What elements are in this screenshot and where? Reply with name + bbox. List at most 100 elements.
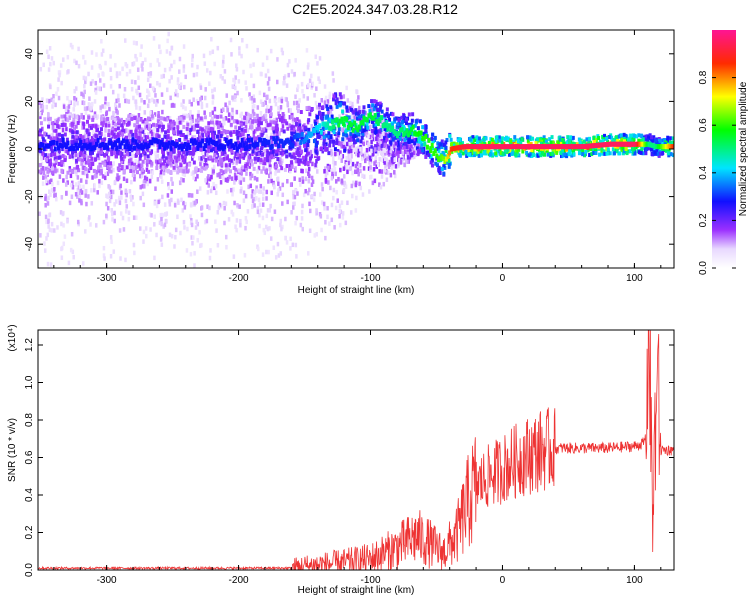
spectrogram-cell	[120, 129, 124, 134]
spectrogram-cell	[266, 208, 270, 213]
spectrogram-cell	[234, 97, 237, 102]
spectrogram-cell	[238, 126, 242, 131]
spectrogram-cell	[316, 61, 319, 66]
spectrogram-cell	[262, 92, 266, 98]
spectrogram-cell	[307, 83, 310, 88]
spectrogram-cell	[302, 128, 306, 133]
spectrogram-cell	[190, 218, 193, 223]
spectrogram-cell	[376, 116, 380, 121]
spectrogram-ridge-cell	[85, 145, 89, 151]
spectrogram-cell	[265, 196, 268, 201]
spectrogram-cell	[142, 202, 146, 208]
spectrogram-cell	[343, 139, 346, 144]
spectrogram-cell	[262, 191, 265, 196]
spectrogram-cell	[183, 158, 187, 163]
spectrogram-cell	[141, 180, 145, 185]
spectrogram-cell	[314, 54, 318, 60]
spectrogram-cell	[657, 151, 661, 156]
spectrogram-cell	[133, 174, 136, 179]
spectrogram-cell	[41, 151, 45, 156]
spectrogram-cell	[313, 93, 316, 98]
spectrogram-cell	[294, 94, 297, 100]
spectrogram-cell	[161, 109, 164, 115]
spectrogram-cell	[616, 139, 620, 144]
spectrogram-cell	[105, 193, 108, 199]
spectrogram-cell	[125, 71, 129, 77]
spectrogram-cell	[366, 152, 369, 157]
spectrogram-cell	[186, 122, 190, 127]
spectrogram-cell	[153, 255, 156, 261]
spectrogram-cell	[99, 108, 103, 113]
spectrogram-cell	[392, 159, 395, 165]
spectrogram-cell	[534, 141, 538, 146]
spectrogram-cell	[509, 139, 513, 144]
spectrogram-cell	[132, 215, 136, 220]
spectrogram-cell	[67, 104, 71, 109]
spectrogram-cell	[156, 127, 160, 132]
spectrogram-cell	[377, 107, 381, 112]
spectrogram-cell	[264, 100, 267, 105]
spectrogram-cell	[320, 144, 324, 149]
spectrogram-cell	[100, 117, 104, 122]
spectrogram-cell	[186, 140, 190, 145]
spectrogram-cell	[159, 212, 162, 218]
spectrogram-cell	[203, 166, 207, 171]
spectrogram-cell	[203, 219, 207, 225]
spectrogram-cell	[479, 153, 483, 158]
spectrogram-cell	[146, 162, 149, 167]
spectrogram-cell	[277, 98, 281, 103]
spectrogram-cell	[381, 154, 385, 160]
spectrogram-cell	[345, 133, 349, 138]
spectrogram-cell	[95, 86, 99, 91]
spectrogram-cell	[258, 90, 262, 96]
spectrogram-cell	[131, 195, 134, 200]
spectrogram-cell	[145, 176, 149, 182]
spectrogram-cell	[56, 87, 60, 92]
spectrogram-cell	[614, 147, 618, 152]
spectrogram-cell	[440, 166, 444, 171]
spectrogram-cell	[351, 170, 354, 176]
spectrogram-cell	[103, 175, 107, 181]
spectrogram-cell	[192, 124, 196, 129]
spectrogram-cell	[133, 116, 137, 121]
spectrogram-cell	[278, 144, 282, 149]
spectrogram-ridge-cell	[308, 132, 312, 138]
spectrogram-cell	[367, 133, 370, 139]
spectrogram-cell	[253, 136, 257, 141]
spectrogram-cell	[308, 112, 312, 117]
spectrogram-ridge-cell	[66, 140, 70, 146]
spectrogram-cell	[475, 135, 479, 140]
spectrogram-cell	[380, 143, 384, 149]
spectrogram-cell	[335, 141, 339, 146]
spectrogram-cell	[360, 135, 364, 140]
spectrogram-cell	[163, 212, 167, 217]
spectrogram-cell	[404, 142, 408, 147]
spectrogram-cell	[328, 139, 332, 144]
spectrogram-cell	[123, 86, 127, 92]
spectrogram-cell	[204, 158, 208, 163]
spectrogram-cell	[295, 100, 299, 106]
spectrogram-cell	[174, 139, 178, 144]
spectrogram-cell	[367, 119, 371, 124]
spectrogram-cell	[378, 129, 382, 134]
spectrogram-cell	[223, 79, 227, 84]
spectrogram-cell	[455, 142, 459, 147]
spectrogram-cell	[335, 97, 339, 102]
spectrogram-cell	[165, 211, 169, 216]
spectrogram-cell	[267, 108, 271, 114]
spectrogram-cell	[396, 149, 399, 155]
spectrogram-cell	[219, 123, 223, 128]
spectrogram-cell	[590, 152, 594, 157]
spectrogram-cell	[345, 108, 349, 113]
spectrogram-cell	[647, 136, 651, 141]
spectrogram-cell	[54, 125, 57, 130]
spectrogram-cell	[117, 175, 120, 181]
spectrogram-cell	[191, 57, 194, 63]
spectrogram-cell	[394, 164, 398, 169]
spectrogram-cell	[313, 233, 317, 238]
spectrogram-cell	[165, 146, 169, 152]
spectrogram-cell	[342, 166, 346, 171]
spectrogram-cell	[165, 117, 169, 122]
spectrogram-cell	[248, 140, 252, 145]
spectrogram-ridge-cell	[109, 140, 113, 146]
